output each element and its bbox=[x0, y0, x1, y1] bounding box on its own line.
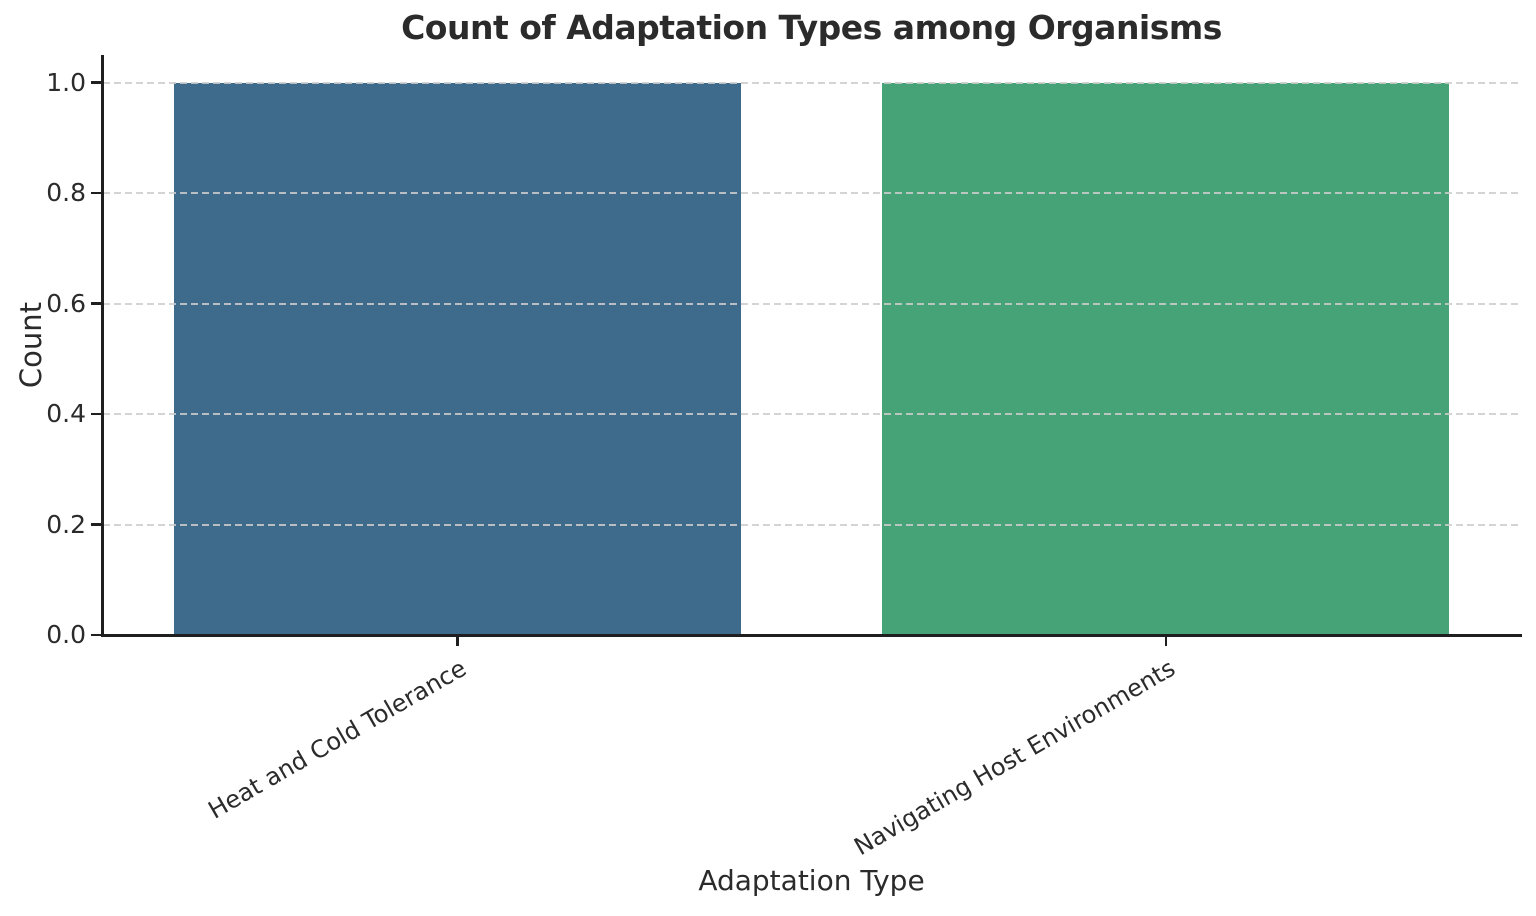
y-tick-label-0.4: 0.4 bbox=[46, 399, 86, 429]
gridline-0.8 bbox=[103, 192, 1520, 195]
y-tick-mark bbox=[91, 523, 102, 526]
gridline-0.4 bbox=[103, 413, 1520, 416]
gridline-0.2 bbox=[103, 523, 1520, 526]
chart-title: Count of Adaptation Types among Organism… bbox=[401, 8, 1222, 47]
y-tick-label-0.2: 0.2 bbox=[46, 509, 86, 539]
y-tick-label-0.8: 0.8 bbox=[46, 178, 86, 208]
x-axis-title: Adaptation Type bbox=[698, 864, 925, 897]
x-axis-spine bbox=[101, 634, 1522, 637]
bar-heat-and-cold-tolerance bbox=[173, 82, 741, 635]
gridline-1.0 bbox=[103, 81, 1520, 84]
bar-navigating-host-environments bbox=[882, 82, 1450, 635]
gridline-0.6 bbox=[103, 302, 1520, 305]
y-tick-mark bbox=[91, 191, 102, 195]
x-tick-mark bbox=[456, 636, 459, 646]
y-tick-mark bbox=[91, 302, 102, 305]
y-tick-mark bbox=[91, 633, 102, 637]
y-tick-label-0.6: 0.6 bbox=[46, 288, 86, 318]
y-tick-mark bbox=[91, 81, 102, 84]
y-axis-title: Count bbox=[14, 301, 48, 389]
y-tick-label-1.0: 1.0 bbox=[46, 67, 86, 97]
y-axis-spine bbox=[101, 55, 104, 637]
x-tick-mark bbox=[1164, 636, 1167, 646]
y-tick-label-0.0: 0.0 bbox=[46, 620, 86, 649]
y-tick-mark bbox=[91, 412, 102, 416]
